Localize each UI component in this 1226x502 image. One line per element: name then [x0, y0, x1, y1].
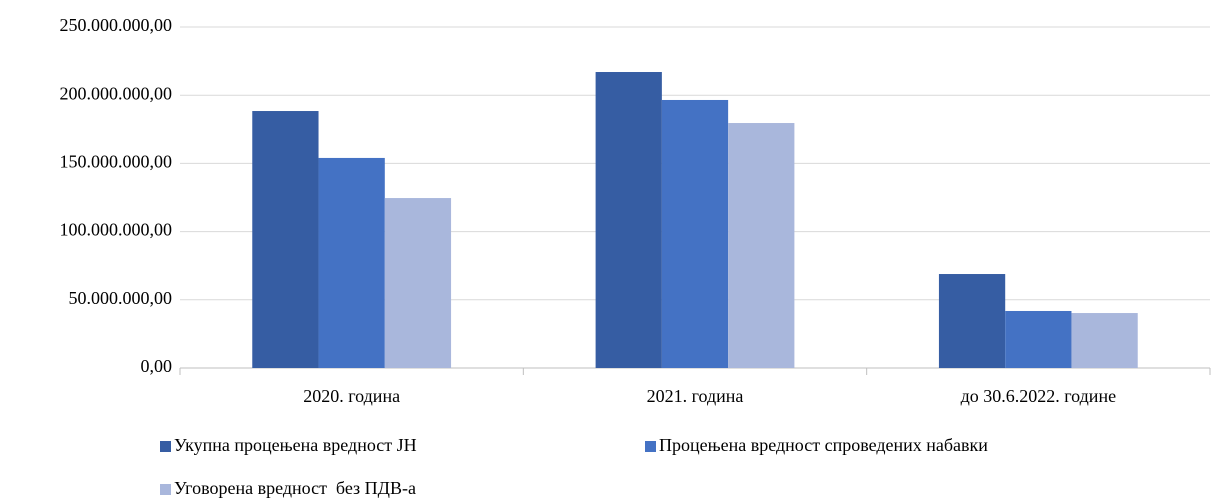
- legend-label: Уговорена вредност без ПДВ-а: [174, 478, 416, 498]
- y-tick-label: 200.000.000,00: [60, 83, 173, 103]
- y-tick-label: 100.000.000,00: [60, 220, 173, 240]
- x-tick-label: 2021. година: [647, 386, 744, 406]
- x-tick-label: до 30.6.2022. године: [961, 386, 1117, 406]
- bar: [595, 72, 662, 369]
- bar: [1071, 313, 1138, 368]
- x-tick-label: 2020. година: [303, 386, 400, 406]
- legend-swatch: [160, 484, 171, 495]
- y-tick-label: 0,00: [141, 356, 173, 376]
- bar: [728, 123, 795, 368]
- bar: [938, 274, 1006, 368]
- bar: [252, 111, 319, 368]
- legend-label: Укупна процењена вредност ЈН: [174, 435, 417, 455]
- legend-swatch: [645, 441, 656, 452]
- y-tick-label: 50.000.000,00: [69, 288, 173, 308]
- legend-label: Процењена вредност спроведених набавки: [659, 435, 988, 455]
- bar: [384, 198, 452, 368]
- y-tick-label: 250.000.000,00: [60, 15, 173, 35]
- bar: [1005, 310, 1072, 368]
- legend-swatch: [160, 441, 171, 452]
- bar: [661, 99, 729, 368]
- y-tick-label: 150.000.000,00: [60, 152, 173, 172]
- bar: [318, 157, 385, 368]
